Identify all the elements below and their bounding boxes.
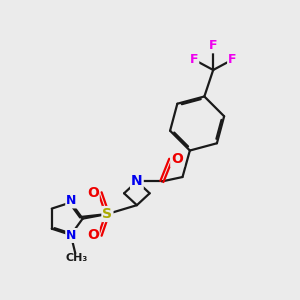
Text: N: N: [66, 194, 76, 207]
Text: F: F: [209, 39, 218, 52]
Text: O: O: [87, 228, 99, 242]
Text: CH₃: CH₃: [66, 253, 88, 262]
Text: F: F: [190, 53, 198, 66]
Text: O: O: [87, 186, 99, 200]
Text: F: F: [228, 53, 237, 66]
Text: N: N: [66, 229, 76, 242]
Text: N: N: [131, 174, 143, 188]
Text: S: S: [102, 207, 112, 221]
Text: O: O: [171, 152, 183, 167]
